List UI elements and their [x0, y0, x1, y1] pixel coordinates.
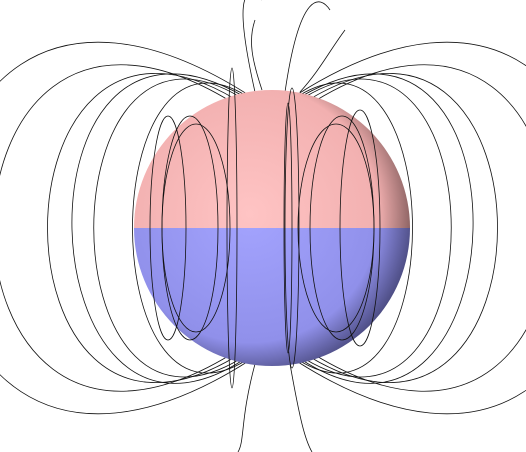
dipole-field-rendering	[0, 0, 526, 452]
page	[0, 0, 526, 452]
